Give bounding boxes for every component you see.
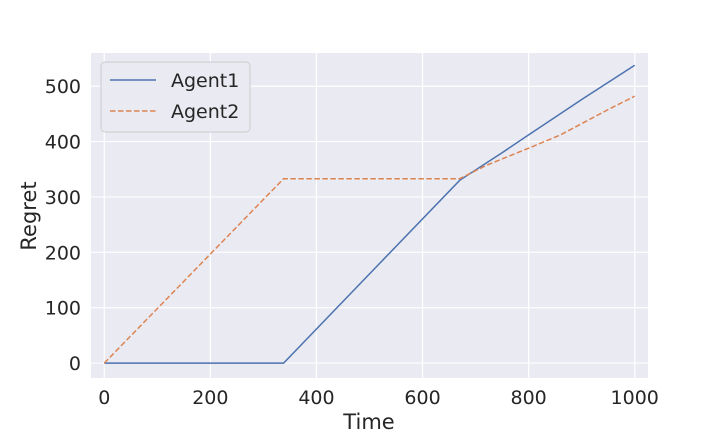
y-tick-label: 300	[45, 187, 81, 209]
series-line-agent2	[103, 95, 636, 364]
y-tick-label: 0	[69, 353, 81, 375]
x-axis-label: Time	[342, 410, 394, 432]
x-tick-label: 200	[192, 387, 228, 409]
y-tick-label: 200	[45, 242, 81, 264]
series-lines	[103, 64, 636, 364]
legend: Agent1 Agent2	[100, 61, 251, 133]
y-tick-labels: 0 100 200 300 400 500	[45, 76, 81, 375]
x-tick-labels: 0 200 400 600 800 1000	[98, 387, 659, 409]
x-tick-label: 1000	[611, 387, 659, 409]
legend-label-agent2: Agent2	[171, 101, 239, 123]
x-tick-label: 800	[511, 387, 547, 409]
y-tick-label: 400	[45, 132, 81, 154]
y-tick-label: 500	[45, 76, 81, 98]
y-axis-label: Regret	[17, 181, 41, 250]
legend-label-agent1: Agent1	[171, 70, 239, 92]
grid-lines	[91, 53, 648, 378]
x-tick-label: 400	[298, 387, 334, 409]
series-line-agent1	[104, 64, 636, 364]
y-tick-label: 100	[45, 298, 81, 320]
x-tick-label: 600	[404, 387, 440, 409]
x-tick-label: 0	[98, 387, 110, 409]
